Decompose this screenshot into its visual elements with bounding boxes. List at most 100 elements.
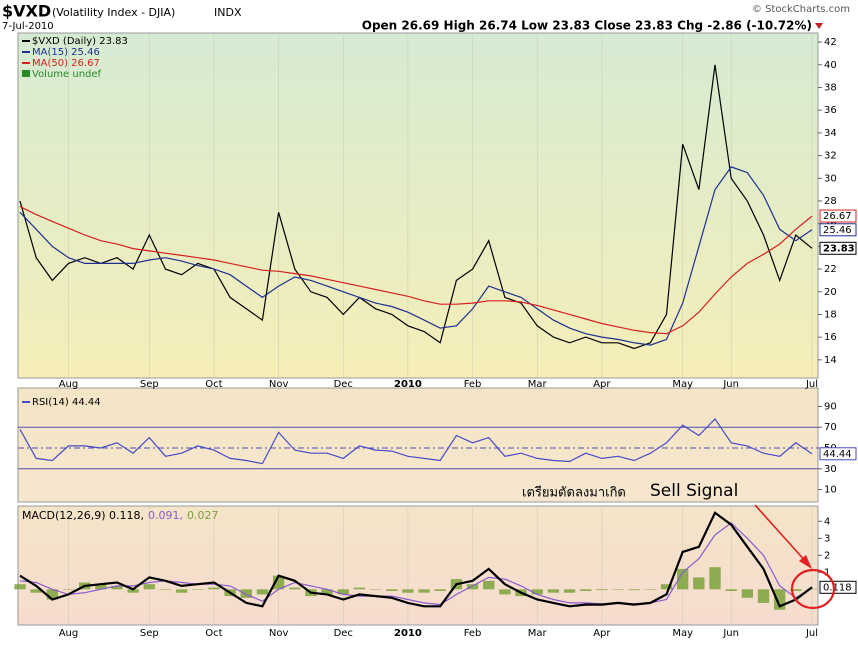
histogram-bar xyxy=(46,589,58,600)
histogram-bar xyxy=(499,589,511,595)
histogram-bar xyxy=(111,585,123,590)
x-tick-label: Sep xyxy=(140,628,159,639)
histogram-bar xyxy=(256,589,269,595)
histogram-bar xyxy=(353,587,366,590)
x-tick-label: Nov xyxy=(269,379,289,390)
histogram-bar xyxy=(14,584,26,590)
description: (Volatility Index - DJIA) xyxy=(52,6,175,19)
legend-entry: MA(15) 25.46 xyxy=(32,47,100,58)
last-value-box xyxy=(819,241,857,255)
histogram-bar xyxy=(159,589,172,590)
histogram-bar xyxy=(741,589,754,598)
x-tick-label: Jul xyxy=(805,379,818,390)
last-value-box xyxy=(819,580,857,594)
y-tick-label: 14 xyxy=(824,355,837,366)
arrow-head xyxy=(799,555,812,569)
rsi-panel xyxy=(17,387,819,503)
y-tick-label: 38 xyxy=(824,82,837,93)
x-tick-label: Jul xyxy=(805,628,818,639)
last-value-box xyxy=(819,223,857,237)
annotation-circle xyxy=(790,568,836,610)
histogram-bar xyxy=(272,575,285,590)
legend-entry: MA(50) 26.67 xyxy=(32,58,100,69)
x-tick-label: Jun xyxy=(722,628,739,639)
y-tick-label: 30 xyxy=(824,173,837,184)
legend-swatch xyxy=(22,62,30,64)
x-tick-label: 2010 xyxy=(394,379,422,390)
last-value-label: 26.67 xyxy=(823,211,852,222)
histogram-bar xyxy=(289,587,301,590)
x-tick-label: May xyxy=(672,628,693,639)
legend-entry: RSI(14) 44.44 xyxy=(32,397,101,408)
legend-entry: MACD(12,26,9) 0.118, xyxy=(22,509,144,522)
histogram-bar xyxy=(628,589,640,591)
last-value-box xyxy=(819,209,857,223)
series-line xyxy=(19,166,813,346)
series-line xyxy=(19,206,813,335)
y-tick-label: 28 xyxy=(824,196,837,207)
x-tick-label: Aug xyxy=(59,628,79,639)
y-tick-label: 10 xyxy=(824,485,837,496)
histogram-bar xyxy=(143,584,155,590)
x-tick-label: Feb xyxy=(464,379,482,390)
y-tick-label: 70 xyxy=(824,422,837,433)
last-value-box xyxy=(819,447,857,461)
histogram-bar xyxy=(466,584,479,590)
x-tick-label: 2010 xyxy=(394,628,422,639)
legend-entry: 0.091, xyxy=(148,509,183,522)
x-tick-label: Oct xyxy=(205,628,222,639)
exchange: INDX xyxy=(214,6,242,19)
annotation-arrow xyxy=(754,504,809,565)
histogram-bar xyxy=(677,568,689,590)
legend-entry: 0.027 xyxy=(187,509,219,522)
y-tick-label: 42 xyxy=(824,37,837,48)
histogram-bar xyxy=(127,589,139,593)
y-tick-label: 40 xyxy=(824,60,837,71)
histogram-bar xyxy=(547,589,560,593)
legend: MACD(12,26,9) 0.118, 0.091, 0.027 xyxy=(22,509,219,522)
histogram-bar xyxy=(693,577,705,590)
histogram-bar xyxy=(580,589,592,591)
last-value-label: 23.83 xyxy=(823,243,855,254)
x-tick-label: Feb xyxy=(464,628,482,639)
histogram-bar xyxy=(660,584,673,590)
y-tick-label: 4 xyxy=(824,516,830,527)
y-tick-label: 20 xyxy=(824,287,837,298)
histogram-bar xyxy=(418,589,430,593)
series-line xyxy=(19,522,813,606)
x-tick-label: Dec xyxy=(334,379,353,390)
histogram-bar xyxy=(62,589,75,590)
histogram-bar xyxy=(434,589,446,591)
y-tick-label: 32 xyxy=(824,151,837,162)
histogram-bar xyxy=(790,589,802,591)
quote: Open 26.69 High 26.74 Low 23.83 Close 23… xyxy=(362,19,812,33)
annotation-thai: เตรียมตัดลงมาเกิด xyxy=(522,485,626,501)
y-tick-label: 18 xyxy=(824,309,837,320)
legend-swatch xyxy=(22,70,30,77)
x-tick-label: Aug xyxy=(59,379,79,390)
histogram-bar xyxy=(402,589,414,593)
histogram-bar xyxy=(95,584,107,590)
series-line xyxy=(19,64,813,350)
y-tick-label: 22 xyxy=(824,264,837,275)
date: 7-Jul-2010 xyxy=(2,21,54,32)
y-tick-label: 30 xyxy=(824,464,837,475)
x-tick-label: Mar xyxy=(528,628,548,639)
legend-swatch xyxy=(22,51,30,53)
series-line xyxy=(19,511,813,608)
histogram-bar xyxy=(806,588,818,590)
histogram-bar xyxy=(531,589,543,595)
macd-panel xyxy=(17,505,819,626)
histogram-bar xyxy=(192,589,204,590)
last-value-label: 44.44 xyxy=(823,449,852,460)
series-line xyxy=(19,417,813,465)
legend-entry: Volume undef xyxy=(32,69,102,80)
x-tick-label: Nov xyxy=(269,628,289,639)
histogram-bar xyxy=(321,589,333,595)
y-tick-label: 3 xyxy=(824,533,830,544)
plot-layer: AugAugSepSepOctOctNovNovDecDec20102010Fe… xyxy=(14,33,857,639)
histogram-bar xyxy=(757,589,770,603)
histogram-bar xyxy=(709,567,721,590)
histogram-bar xyxy=(612,589,624,590)
